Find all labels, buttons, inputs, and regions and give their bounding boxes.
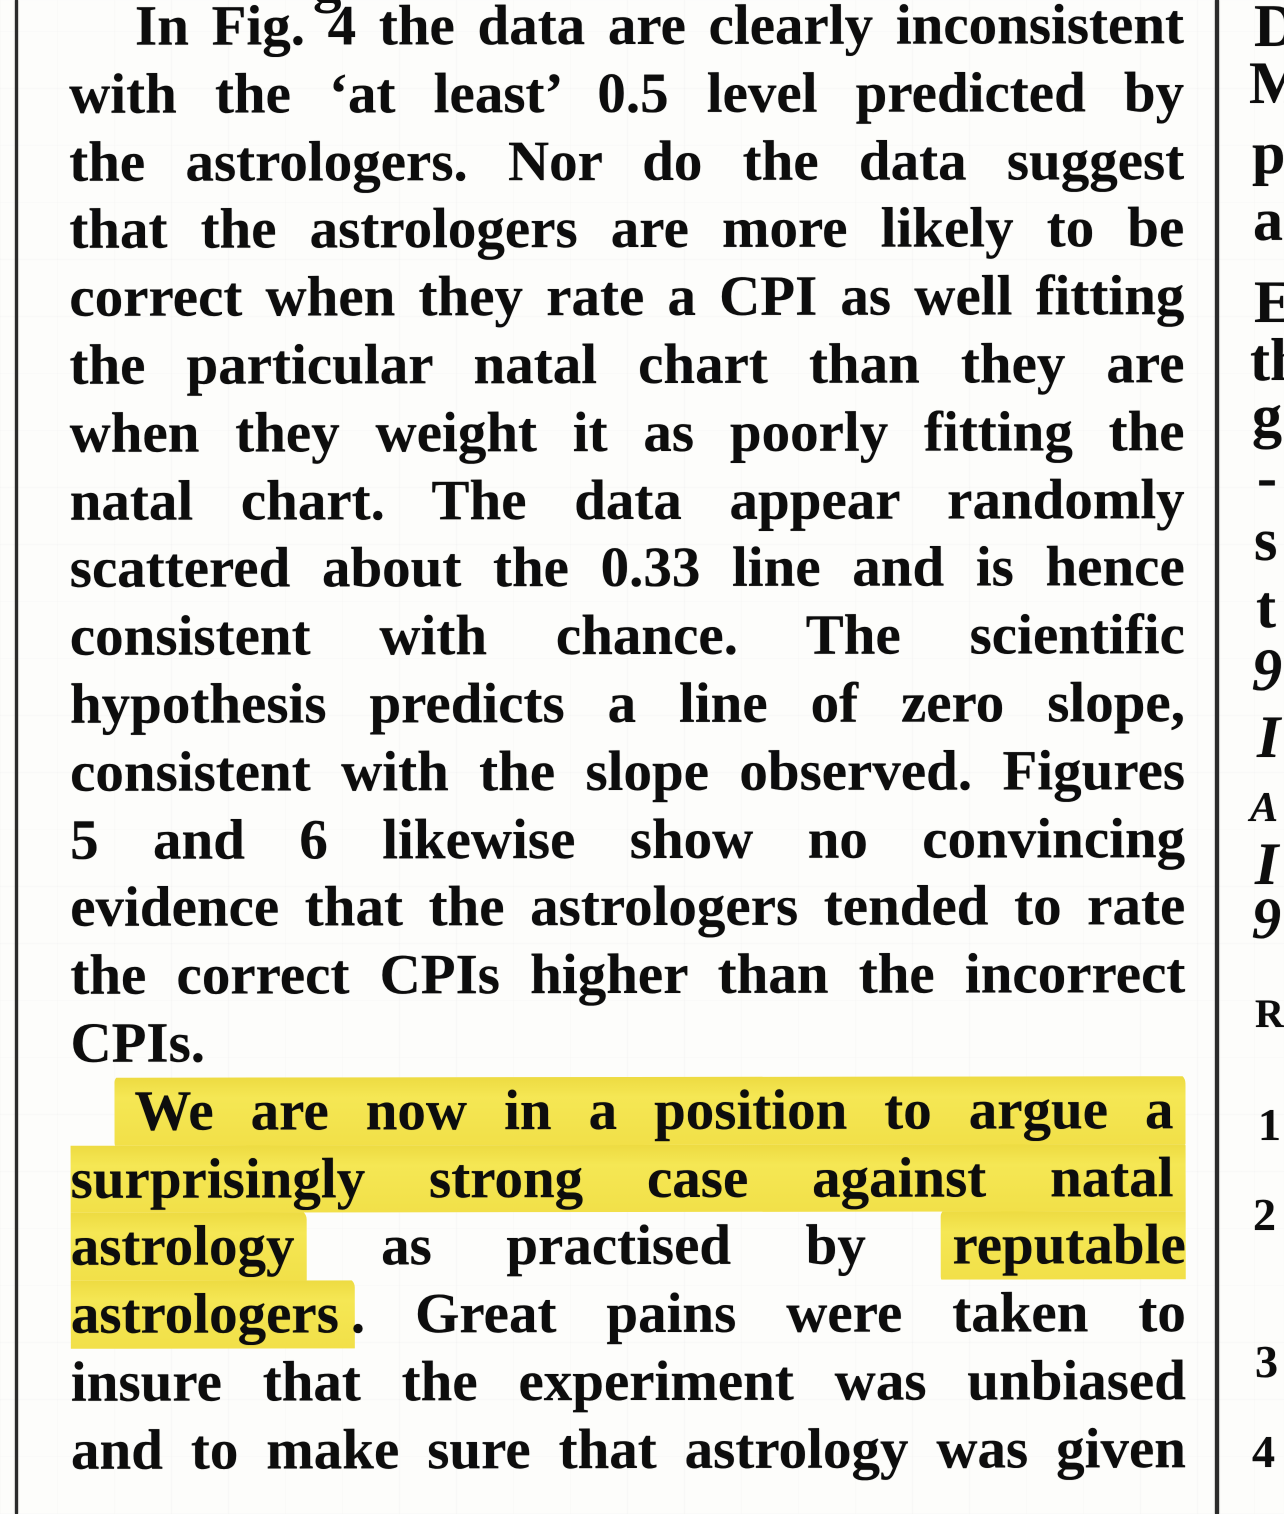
text-line: the correct CPIs higher than the incorre… xyxy=(70,942,1186,1007)
clipped-letter: 4 xyxy=(1252,1426,1275,1477)
text-line: insure that the experiment was unbiased xyxy=(70,1349,1186,1414)
clipped-letter: g xyxy=(1252,383,1282,449)
clipped-letter: I xyxy=(1257,704,1281,770)
text-line: evidence that the astrologers tended to … xyxy=(70,874,1186,940)
clipped-letter: 9 xyxy=(1252,886,1281,951)
highlight-marker: surprisingly strong case against natal xyxy=(70,1143,1186,1214)
clipped-letter: s xyxy=(1254,507,1278,573)
text-line: the particular natal chart than they are xyxy=(69,332,1185,397)
clipped-letter: - xyxy=(1257,444,1277,510)
clipped-letter: M xyxy=(1249,50,1284,116)
clipped-letter: D xyxy=(1254,0,1284,59)
text-line: natal chart. The data appear randomly xyxy=(69,467,1185,533)
clipped-letter: R xyxy=(1255,991,1284,1036)
clipped-letter: 9 xyxy=(1252,637,1282,703)
text-line: CPIs. xyxy=(70,1011,206,1075)
clipped-letter: t xyxy=(1256,574,1276,640)
clipped-letter: E xyxy=(1254,269,1284,335)
text-line-highlighted: We are now in a position to argue a xyxy=(70,1075,1186,1146)
text-line: the astrologers. Nor do the data suggest xyxy=(69,128,1185,194)
text-line: that the astrologers are more likely to … xyxy=(69,196,1185,262)
text-line: and to make sure that astrology was give… xyxy=(70,1416,1187,1482)
clipped-letter: 3 xyxy=(1255,1336,1278,1387)
cropped-line-descender: g xyxy=(313,0,342,11)
text-line: consistent with the slope observed. Figu… xyxy=(70,738,1186,804)
clipped-letter: 1 xyxy=(1258,1099,1281,1150)
text-line: consistent with chance. The scientific xyxy=(69,603,1185,668)
clipped-letter: th xyxy=(1250,327,1284,393)
clipped-letter: A xyxy=(1250,785,1279,831)
highlight-marker: We are now in a position to argue a xyxy=(114,1075,1186,1146)
right-column-divider xyxy=(1215,0,1219,1514)
text-line-highlighted: astrologers. Great pains were taken to xyxy=(70,1279,1186,1349)
clipped-letter: 2 xyxy=(1253,1189,1276,1240)
text-line: when they weight it as poorly fitting th… xyxy=(69,400,1185,465)
text-line: In Fig. 4 the data are clearly inconsist… xyxy=(134,0,1185,58)
text-segment: . Great pains were taken to xyxy=(350,1281,1186,1346)
highlight-marker: reputable xyxy=(940,1211,1186,1281)
text-line: 5 and 6 likewise show no convincing xyxy=(70,806,1186,872)
clipped-letter: I xyxy=(1255,831,1279,897)
left-column-divider xyxy=(15,0,18,1514)
text-line: correct when they rate a CPI as well fit… xyxy=(69,264,1185,329)
highlight-marker: astrologers xyxy=(70,1279,355,1349)
highlight-marker: astrology xyxy=(70,1211,307,1281)
text-line: hypothesis predicts a line of zero slope… xyxy=(69,671,1185,736)
text-line: with the ‘at least’ 0.5 level predicted … xyxy=(69,61,1185,126)
text-line: scattered about the 0.33 line and is hen… xyxy=(69,535,1185,601)
text-column: In Fig. 4 the data are clearly inconsist… xyxy=(69,0,1186,1484)
text-segment: as practised by xyxy=(381,1214,866,1278)
text-line-highlighted: surprisingly strong case against natal xyxy=(70,1143,1186,1214)
clipped-letter: p xyxy=(1252,120,1284,186)
text-line-highlighted: astrology as practised by reputable xyxy=(70,1211,1186,1281)
clipped-letter: a xyxy=(1253,187,1283,253)
